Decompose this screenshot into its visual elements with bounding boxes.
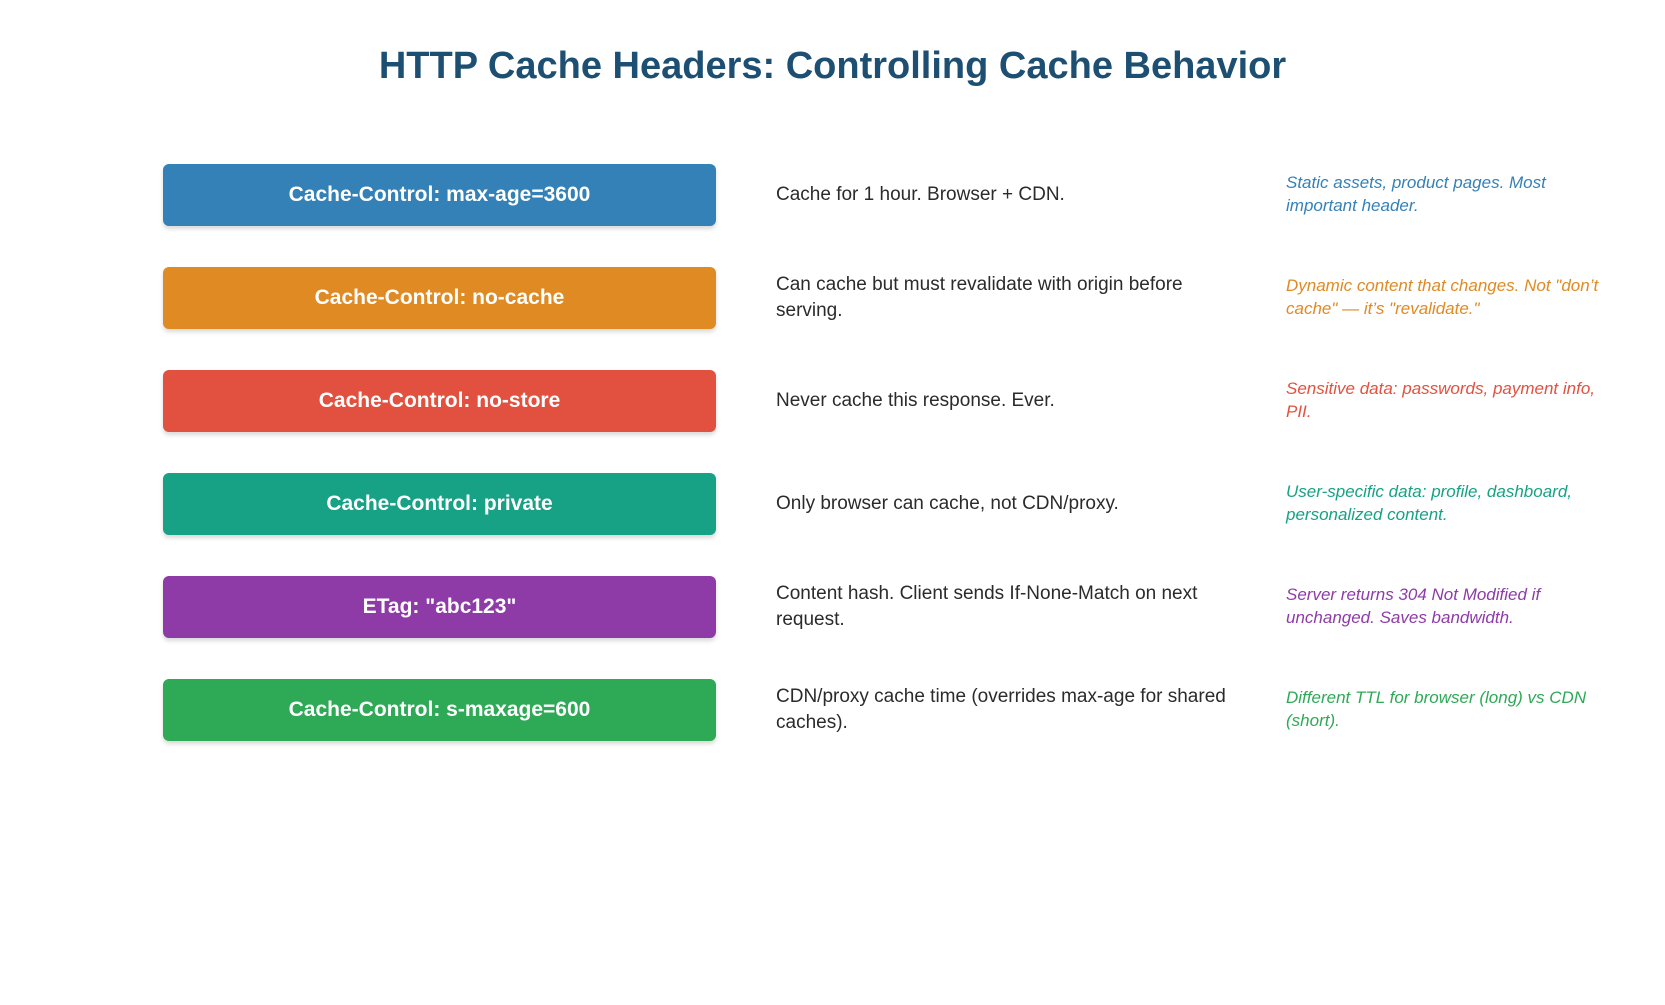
note-smaxage: Different TTL for browser (long) vs CDN … [1286,687,1616,733]
desc-nocache: Can cache but must revalidate with origi… [776,272,1231,323]
row-item: Cache-Control: s-maxage=600 CDN/proxy ca… [0,658,1665,761]
desc-nostore: Never cache this response. Ever. [776,388,1231,414]
note-nostore: Sensitive data: passwords, payment info,… [1286,378,1616,424]
row-item: Cache-Control: no-cache Can cache but mu… [0,246,1665,349]
desc-private: Only browser can cache, not CDN/proxy. [776,491,1231,517]
badge-etag[interactable]: ETag: "abc123" [163,576,716,638]
row-item: ETag: "abc123" Content hash. Client send… [0,555,1665,658]
badge-nocache[interactable]: Cache-Control: no-cache [163,267,716,329]
note-private: User-specific data: profile, dashboard, … [1286,481,1616,527]
note-nocache: Dynamic content that changes. Not "don’t… [1286,275,1616,321]
badge-smaxage[interactable]: Cache-Control: s-maxage=600 [163,679,716,741]
row-item: Cache-Control: max-age=3600 Cache for 1 … [0,143,1665,246]
note-etag: Server returns 304 Not Modified if uncha… [1286,584,1616,630]
badge-nostore[interactable]: Cache-Control: no-store [163,370,716,432]
row-item: Cache-Control: private Only browser can … [0,452,1665,555]
badge-maxage[interactable]: Cache-Control: max-age=3600 [163,164,716,226]
desc-maxage: Cache for 1 hour. Browser + CDN. [776,182,1231,208]
slide-title: HTTP Cache Headers: Controlling Cache Be… [0,0,1665,88]
note-maxage: Static assets, product pages. Most impor… [1286,172,1616,218]
slide-page: HTTP Cache Headers: Controlling Cache Be… [0,0,1665,1005]
desc-etag: Content hash. Client sends If-None-Match… [776,581,1231,632]
desc-smaxage: CDN/proxy cache time (overrides max-age … [776,684,1231,735]
header-rows-list: Cache-Control: max-age=3600 Cache for 1 … [0,143,1665,761]
row-item: Cache-Control: no-store Never cache this… [0,349,1665,452]
badge-private[interactable]: Cache-Control: private [163,473,716,535]
